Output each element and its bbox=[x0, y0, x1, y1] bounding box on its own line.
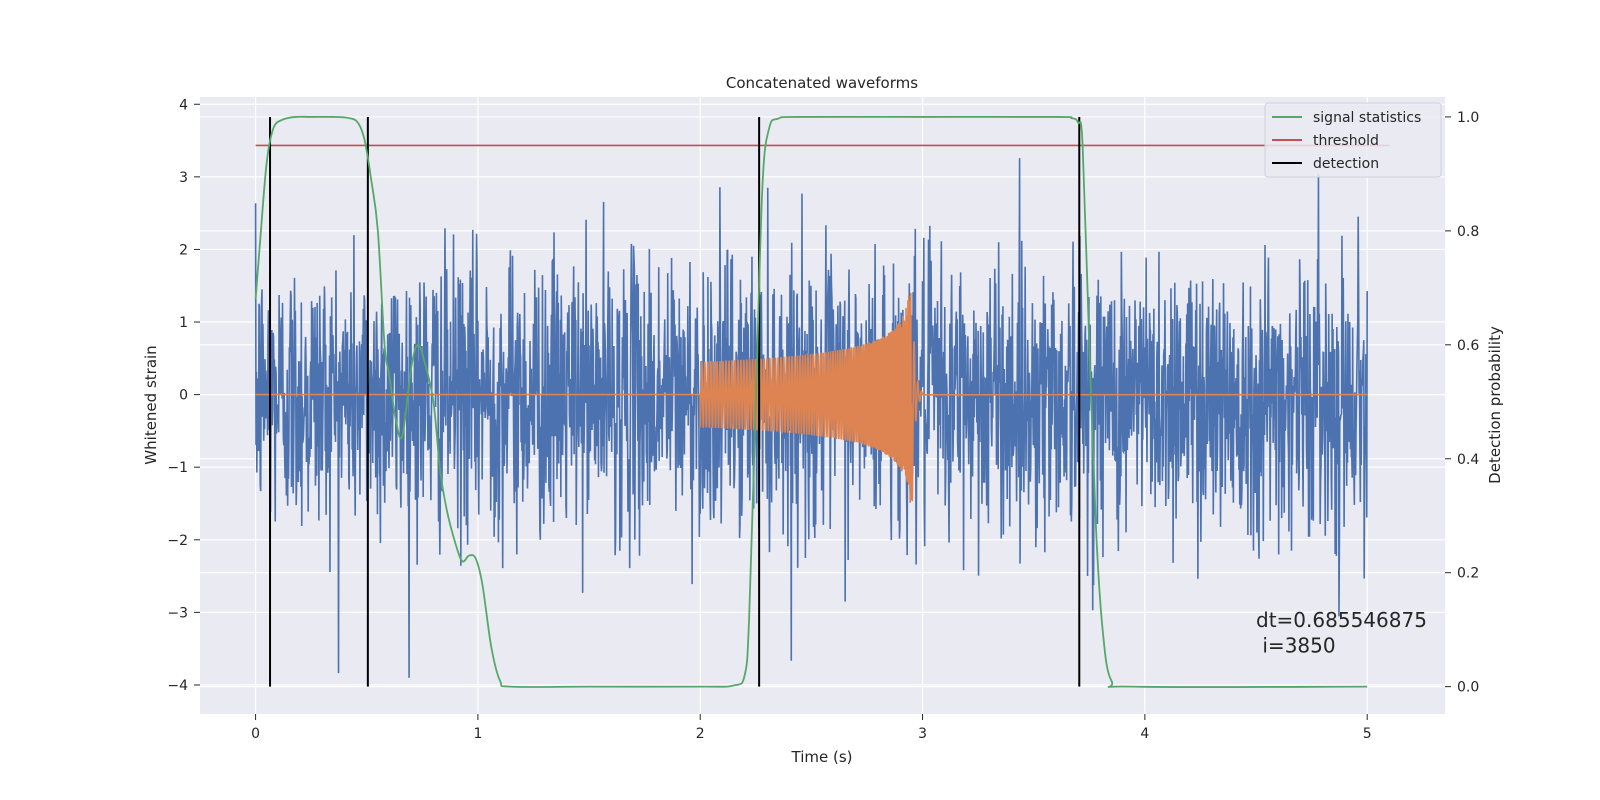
y-left-tick-label: 4 bbox=[179, 97, 188, 113]
legend-label: threshold bbox=[1313, 133, 1379, 149]
legend: signal statistics threshold detection bbox=[1264, 102, 1442, 178]
y-right-tick-label: 0.8 bbox=[1457, 224, 1479, 240]
legend-label: detection bbox=[1313, 156, 1379, 172]
y-left-tick-label: −1 bbox=[167, 460, 188, 476]
x-tick-label: 0 bbox=[251, 726, 260, 742]
annotation-dt: dt=0.685546875 bbox=[1256, 608, 1427, 632]
waveform-series-line bbox=[255, 292, 1368, 503]
x-tick-label: 3 bbox=[918, 726, 927, 742]
x-axis-label: Time (s) bbox=[791, 748, 853, 766]
ticks: 0 1 2 3 4 5 −4 −3 −2 −1 0 1 2 3 4 0.0 0.2 0.4 0.6 0.8 1.0 bbox=[167, 97, 1479, 742]
y-axis-label-left: Whitened strain bbox=[142, 345, 160, 464]
annotation: dt=0.685546875 i=3850 bbox=[1256, 608, 1427, 657]
signal-statistics-line bbox=[254, 115, 1368, 688]
y-left-tick-label: −4 bbox=[167, 678, 188, 694]
x-tick-label: 2 bbox=[696, 726, 705, 742]
x-tick-label: 4 bbox=[1140, 726, 1149, 742]
series-layer bbox=[254, 115, 1390, 688]
y-axis-label-right: Detection probability bbox=[1486, 326, 1504, 484]
legend-label: signal statistics bbox=[1313, 110, 1421, 126]
y-left-tick-label: −2 bbox=[167, 533, 188, 549]
noise-series-line bbox=[254, 158, 1368, 678]
legend-box bbox=[1264, 102, 1442, 178]
y-right-tick-label: 1.0 bbox=[1457, 110, 1479, 126]
y-left-tick-label: 2 bbox=[179, 242, 188, 258]
y-right-tick-label: 0.2 bbox=[1457, 566, 1479, 582]
y-left-tick-label: 3 bbox=[179, 170, 188, 186]
y-right-tick-label: 0.0 bbox=[1457, 680, 1479, 696]
chart-title: Concatenated waveforms bbox=[726, 74, 918, 92]
y-right-tick-label: 0.4 bbox=[1457, 452, 1479, 468]
y-left-tick-label: −3 bbox=[167, 605, 188, 621]
y-right-tick-label: 0.6 bbox=[1457, 338, 1479, 354]
x-tick-label: 1 bbox=[473, 726, 482, 742]
y-left-tick-label: 1 bbox=[179, 315, 188, 331]
y-left-tick-label: 0 bbox=[179, 388, 188, 404]
x-tick-label: 5 bbox=[1363, 726, 1372, 742]
annotation-i: i=3850 bbox=[1256, 633, 1336, 657]
